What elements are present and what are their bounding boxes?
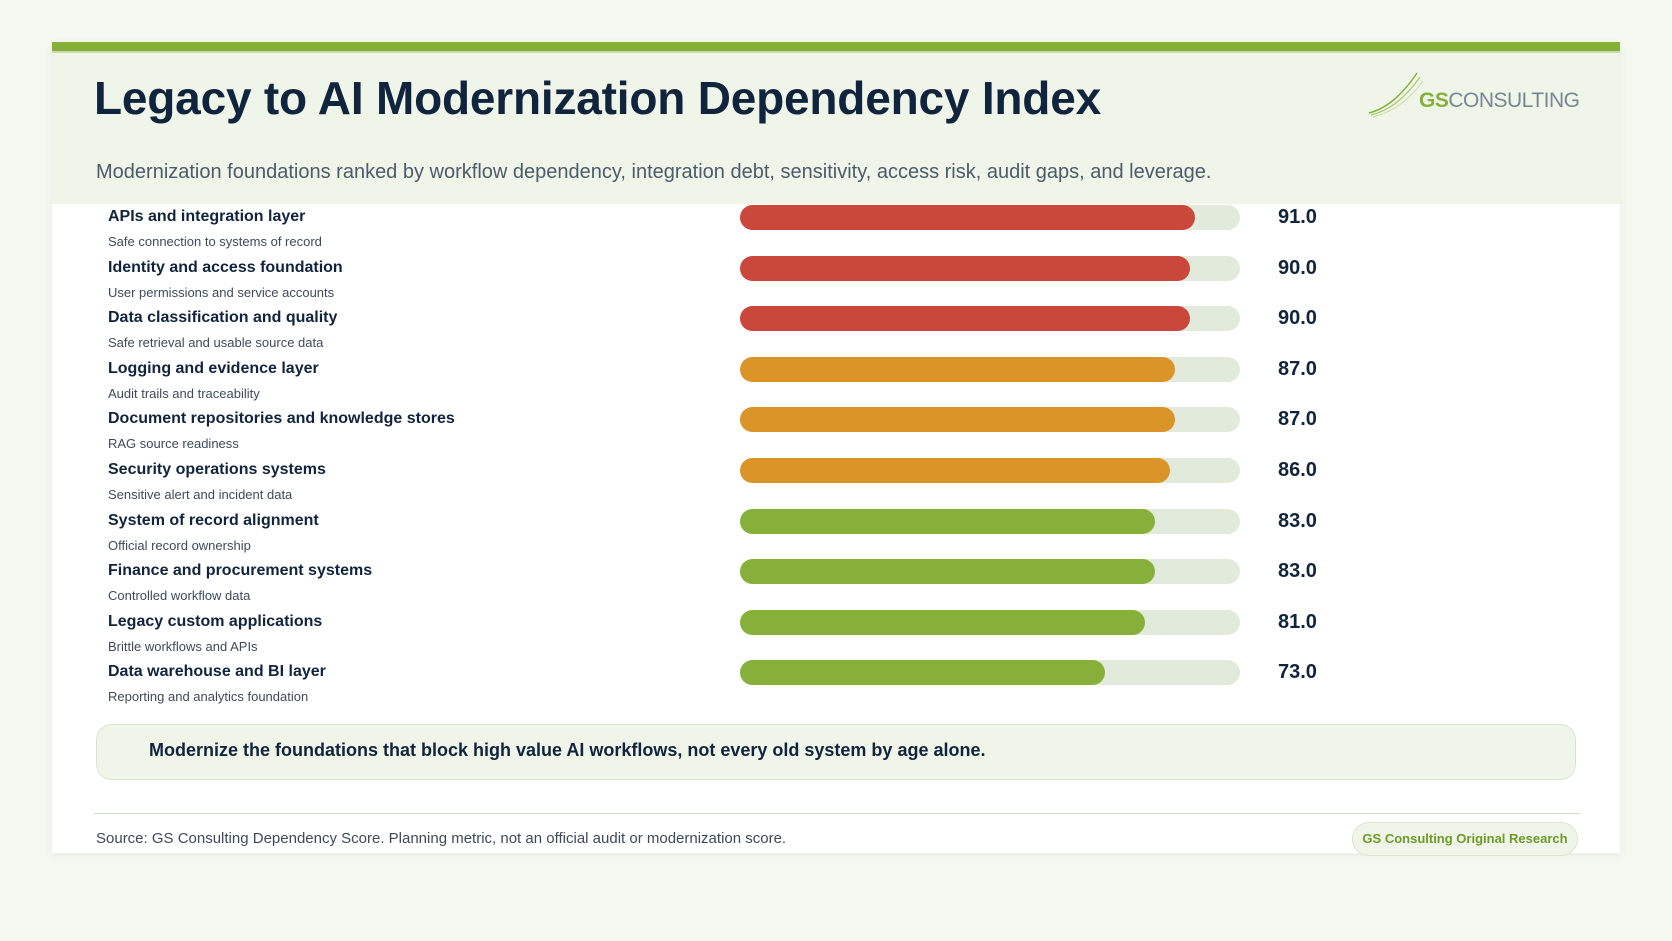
bar-description: Safe retrieval and usable source data xyxy=(108,335,324,351)
logo-wordmark: GSCONSULTING xyxy=(1419,89,1580,113)
bar-value-label: 90.0 xyxy=(1278,256,1317,279)
bar-row: APIs and integration layer Safe connectio… xyxy=(52,205,1620,259)
bar-description: User permissions and service accounts xyxy=(108,284,335,300)
logo-consulting: CONSULTING xyxy=(1448,89,1580,112)
bar-value-label: 87.0 xyxy=(1278,408,1317,431)
bar-value-label: 90.0 xyxy=(1278,307,1317,330)
bar xyxy=(740,508,1155,534)
bar-row: Security operations systems Sensitive ale… xyxy=(52,458,1620,512)
bar-track xyxy=(740,205,1240,230)
bar-track xyxy=(740,407,1240,433)
bar-track xyxy=(740,508,1240,534)
bar-row: System of record alignment Official recor… xyxy=(52,508,1620,563)
report-card: Legacy to AI Modernization Dependency In… xyxy=(52,42,1620,856)
bar-label: Document repositories and knowledge stor… xyxy=(108,410,455,428)
bar-description: Reporting and analytics foundation xyxy=(108,689,309,705)
bar-value-label: 91.0 xyxy=(1278,206,1317,228)
page-title: Legacy to AI Modernization Dependency In… xyxy=(94,72,1101,124)
bar-row: Logging and evidence layer Audit trails a… xyxy=(52,356,1620,411)
bar-value-label: 81.0 xyxy=(1278,610,1317,633)
bar-row: Data classification and quality Safe retr… xyxy=(52,306,1620,360)
bar-track xyxy=(740,356,1240,382)
bar xyxy=(740,306,1190,332)
bar-label: Legacy custom applications xyxy=(108,612,323,630)
bar-row: Finance and procurement systems Controlle… xyxy=(52,559,1620,613)
bar-track xyxy=(740,458,1240,483)
bar-value-label: 83.0 xyxy=(1278,509,1317,532)
gs-consulting-logo: GSCONSULTING xyxy=(1367,69,1580,119)
bar-track xyxy=(740,306,1240,332)
bar-label: System of record alignment xyxy=(108,511,319,529)
bar-value-label: 73.0 xyxy=(1278,661,1317,684)
bar-label: Data warehouse and BI layer xyxy=(108,663,326,681)
bar-label: Security operations systems xyxy=(108,461,326,478)
bar-label: Logging and evidence layer xyxy=(108,359,319,377)
bar-track xyxy=(740,660,1240,686)
callout-box: Modernize the foundations that block hig… xyxy=(96,724,1576,780)
bar xyxy=(740,458,1170,483)
accent-bar-thin xyxy=(52,51,1620,53)
bar xyxy=(740,660,1105,686)
original-research-badge: GS Consulting Original Research xyxy=(1352,822,1578,856)
bar-row: Document repositories and knowledge stor… xyxy=(52,407,1620,461)
bar xyxy=(740,356,1175,382)
bar-track xyxy=(740,255,1240,281)
bar-description: Official record ownership xyxy=(108,537,251,553)
page-subtitle: Modernization foundations ranked by work… xyxy=(96,161,1212,183)
bar-track xyxy=(740,609,1240,635)
bar-label: Finance and procurement systems xyxy=(108,562,373,580)
bar-row: Data warehouse and BI layer Reporting and… xyxy=(52,660,1620,714)
bar xyxy=(740,559,1155,585)
bar xyxy=(740,255,1190,281)
bar-value-label: 87.0 xyxy=(1278,357,1317,380)
bar-value-label: 86.0 xyxy=(1278,459,1317,481)
bar xyxy=(740,609,1145,635)
bar xyxy=(740,407,1175,433)
bar-label: Data classification and quality xyxy=(108,309,338,327)
footer-divider xyxy=(94,813,1580,814)
bar-description: Brittle workflows and APIs xyxy=(108,638,258,654)
bar-value-label: 83.0 xyxy=(1278,560,1317,583)
bar-track xyxy=(740,559,1240,585)
bar-row: Legacy custom applications Brittle workfl… xyxy=(52,609,1620,664)
bar-label: APIs and integration layer xyxy=(108,208,306,225)
logo-gs: GS xyxy=(1419,89,1449,112)
bar xyxy=(740,205,1195,230)
bar-label: Identity and access foundation xyxy=(108,258,343,276)
bar-description: Controlled workflow data xyxy=(108,588,251,604)
swoosh-icon xyxy=(1368,72,1424,118)
bar-description: Safe connection to systems of record xyxy=(108,234,322,249)
source-note: Source: GS Consulting Dependency Score. … xyxy=(96,830,787,847)
accent-bar xyxy=(52,42,1620,51)
bar-description: RAG source readiness xyxy=(108,436,239,452)
bar-row: Identity and access foundation User permi… xyxy=(52,255,1620,310)
bar-description: Sensitive alert and incident data xyxy=(108,487,293,502)
header-panel: Legacy to AI Modernization Dependency In… xyxy=(52,53,1620,204)
bar-description: Audit trails and traceability xyxy=(108,385,260,401)
callout-text: Modernize the foundations that block hig… xyxy=(149,740,986,760)
